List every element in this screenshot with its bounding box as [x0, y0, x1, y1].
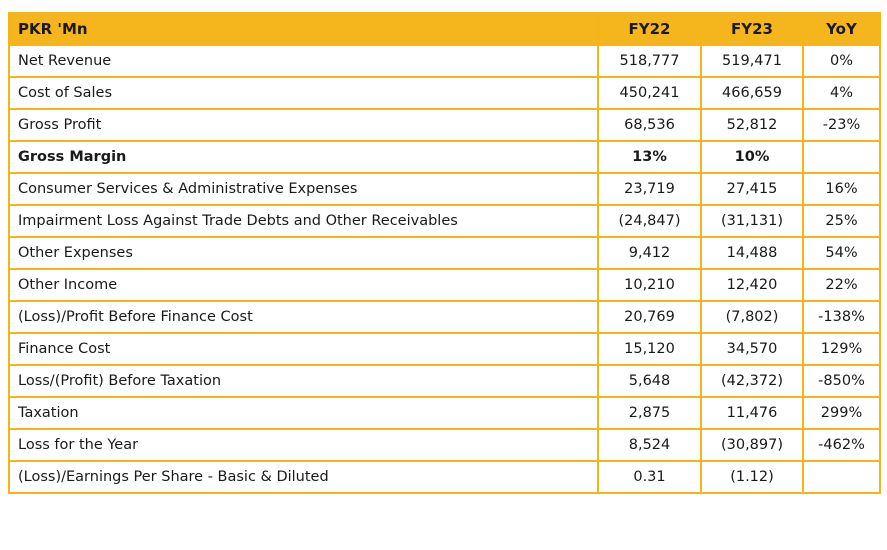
yoy-value: 16%	[802, 172, 881, 206]
fy22-value: 23,719	[597, 172, 702, 206]
table-row: Consumer Services & Administrative Expen…	[8, 172, 881, 206]
fy23-value: (30,897)	[700, 428, 804, 462]
row-label: Other Expenses	[8, 236, 599, 270]
fy23-value: 466,659	[700, 76, 804, 110]
table-row: Gross Margin 13% 10%	[8, 140, 881, 174]
fy23-value: 519,471	[700, 44, 804, 78]
fy23-value: 14,488	[700, 236, 804, 270]
fy22-value: 10,210	[597, 268, 702, 302]
table-row: Other Income 10,210 12,420 22%	[8, 268, 881, 302]
row-label: Loss/(Profit) Before Taxation	[8, 364, 599, 398]
fy22-value: 15,120	[597, 332, 702, 366]
row-label: Consumer Services & Administrative Expen…	[8, 172, 599, 206]
fy23-value: 27,415	[700, 172, 804, 206]
row-label: Gross Profit	[8, 108, 599, 142]
fy23-value: (31,131)	[700, 204, 804, 238]
table-row: Loss for the Year 8,524 (30,897) -462%	[8, 428, 881, 462]
row-label: (Loss)/Earnings Per Share - Basic & Dilu…	[8, 460, 599, 494]
table-row: Loss/(Profit) Before Taxation 5,648 (42,37…	[8, 364, 881, 398]
fy22-value: (24,847)	[597, 204, 702, 238]
fy23-value: 11,476	[700, 396, 804, 430]
fy22-value: 2,875	[597, 396, 702, 430]
yoy-value: 25%	[802, 204, 881, 238]
row-label: (Loss)/Profit Before Finance Cost	[8, 300, 599, 334]
row-label: Other Income	[8, 268, 599, 302]
row-label: Impairment Loss Against Trade Debts and …	[8, 204, 599, 238]
yoy-value: 129%	[802, 332, 881, 366]
yoy-value: -850%	[802, 364, 881, 398]
fy22-value: 8,524	[597, 428, 702, 462]
yoy-value: -138%	[802, 300, 881, 334]
fy22-value: 518,777	[597, 44, 702, 78]
yoy-value: 22%	[802, 268, 881, 302]
fy22-value: 9,412	[597, 236, 702, 270]
fy23-value: 12,420	[700, 268, 804, 302]
yoy-value	[802, 460, 881, 494]
table-row: (Loss)/Profit Before Finance Cost 20,769(…	[8, 300, 881, 334]
yoy-value: 0%	[802, 44, 881, 78]
fy22-value: 20,769	[597, 300, 702, 334]
row-label: Taxation	[8, 396, 599, 430]
fy22-value: 68,536	[597, 108, 702, 142]
header-unit: PKR 'Mn	[8, 12, 599, 46]
yoy-value	[802, 140, 881, 174]
fy23-value: 34,570	[700, 332, 804, 366]
fy23-value: (42,372)	[700, 364, 804, 398]
yoy-value: 54%	[802, 236, 881, 270]
row-label: Cost of Sales	[8, 76, 599, 110]
yoy-value: 299%	[802, 396, 881, 430]
fy22-value: 450,241	[597, 76, 702, 110]
table-row: Impairment Loss Against Trade Debts and …	[8, 204, 881, 238]
fy23-value: 10%	[700, 140, 804, 174]
table-row: Gross Profit 68,536 52,812 -23%	[8, 108, 881, 142]
yoy-value: 4%	[802, 76, 881, 110]
fy22-value: 0.31	[597, 460, 702, 494]
row-label: Gross Margin	[8, 140, 599, 174]
header-fy22: FY22	[597, 12, 702, 46]
fy22-value: 5,648	[597, 364, 702, 398]
fy22-value: 13%	[597, 140, 702, 174]
yoy-value: -23%	[802, 108, 881, 142]
row-label: Finance Cost	[8, 332, 599, 366]
table-row: (Loss)/Earnings Per Share - Basic & Dilu…	[8, 460, 881, 494]
fy23-value: (7,802)	[700, 300, 804, 334]
table-row: Finance Cost 15,120 34,570 129%	[8, 332, 881, 366]
yoy-value: -462%	[802, 428, 881, 462]
table-header-row: PKR 'Mn FY22 FY23 YoY	[8, 12, 881, 46]
table-row: Net Revenue 518,777 519,471 0%	[8, 44, 881, 78]
header-yoy: YoY	[802, 12, 881, 46]
row-label: Net Revenue	[8, 44, 599, 78]
fy23-value: (1.12)	[700, 460, 804, 494]
table-row: Other Expenses 9,412 14,488 54%	[8, 236, 881, 270]
table-row: Cost of Sales 450,241 466,659 4%	[8, 76, 881, 110]
table-row: Taxation 2,875 11,476 299%	[8, 396, 881, 430]
header-fy23: FY23	[700, 12, 804, 46]
fy23-value: 52,812	[700, 108, 804, 142]
financial-summary-table: PKR 'Mn FY22 FY23 YoY Net Revenue 518,777…	[8, 12, 881, 494]
row-label: Loss for the Year	[8, 428, 599, 462]
